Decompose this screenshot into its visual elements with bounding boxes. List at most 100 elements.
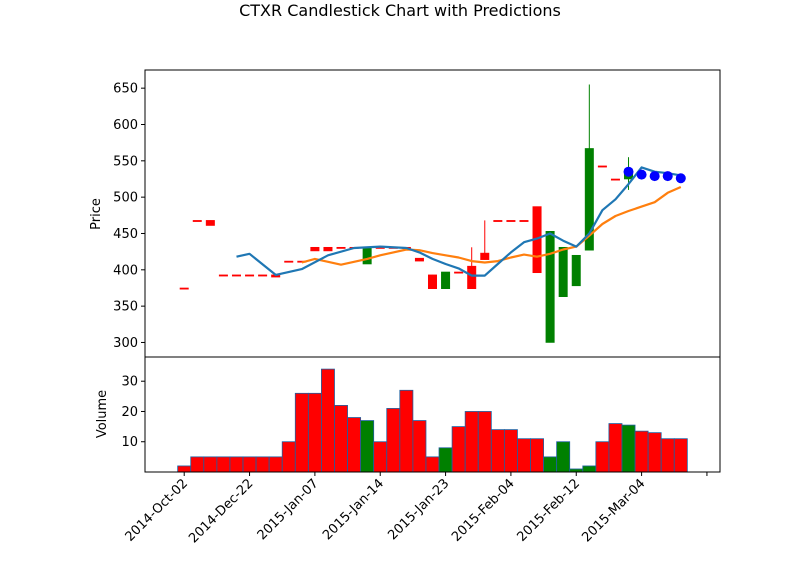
volume-bar [438,447,453,473]
volume-bar [216,456,231,473]
volume-bar [307,392,322,473]
prediction-point [623,166,634,177]
volume-bar [608,423,623,473]
candle-body [218,274,228,277]
candle-body [205,220,215,226]
volume-bar [477,411,492,473]
price-tick-label: 400 [113,263,138,278]
x-tick-label: 2014-Oct-02 [123,476,191,544]
volume-bar [530,438,544,473]
prediction-point [649,171,660,182]
x-tick-label: 2015-Feb-04 [449,476,518,545]
candle-body [336,246,346,249]
volume-bar [268,456,283,473]
prediction-point [636,169,647,180]
x-tick-label: 2015-Feb-12 [514,476,583,545]
moving-average-long-line [301,185,682,266]
x-axis: 2014-Oct-022014-Dec-222015-Jan-072015-Ja… [123,472,708,546]
price-panel: 300 350 400 450 500 550 600 650 [113,69,721,358]
candle-body [441,271,451,290]
volume-bar [190,456,205,473]
candle-body [310,246,320,252]
candle-body [414,257,424,262]
volume-bar [399,389,414,473]
volume-bar [647,432,662,473]
candle-body [323,246,333,252]
volume-bar [229,456,244,473]
x-tick-label: 2015-Jan-07 [255,476,322,543]
volume-bar [347,417,362,473]
volume-bar [373,441,388,473]
candle-body [284,260,294,263]
volume-tick-label: 20 [121,405,138,420]
volume-bar [582,465,597,473]
price-axis-label: Price [89,198,104,230]
price-tick-label: 500 [113,191,138,206]
volume-bar [203,456,218,473]
volume-bar [451,426,466,473]
volume-bar [517,438,531,473]
volume-tick-label: 30 [121,375,138,390]
chart-title: CTXR Candlestick Chart with Predictions [239,1,561,20]
volume-bar [490,429,505,473]
candle-body [545,231,555,343]
price-tick-label: 350 [113,300,138,315]
candle-body [558,246,568,297]
candle-body [519,220,529,222]
price-tick-label: 550 [113,154,138,169]
volume-bar [660,438,675,473]
volume-axis-label: Volume [95,390,110,438]
x-tick-label: 2015-Jan-14 [320,476,387,543]
candle-body [480,252,490,260]
candle-body [362,246,372,265]
volume-bar [634,430,649,473]
volume-bar [621,424,636,473]
candle-body [192,220,202,222]
volume-bar [255,456,270,473]
moving-average-short-line [236,166,681,277]
candle-body [571,254,581,287]
volume-bar [543,456,558,473]
volume-bar [673,438,688,473]
volume-bar [281,441,296,473]
volume-bar [177,465,192,473]
volume-bar [321,368,335,473]
volume-plot-frame [144,356,721,473]
volume-bar [412,420,427,473]
candle-body [179,287,189,290]
volume-bar [360,420,375,473]
price-tick-label: 650 [113,82,138,97]
volume-bar [595,441,610,473]
volume-bar [294,392,309,473]
x-tick-label: 2014-Dec-22 [186,476,256,546]
candle-body [584,148,594,251]
candle-body [245,274,255,277]
price-plot-frame [144,69,721,358]
volume-bar [425,456,440,473]
volume-bar [334,405,348,473]
candle-body [467,265,477,290]
candle-body [597,165,607,168]
x-tick-label: 2015-Jan-23 [385,476,452,543]
volume-bar [242,456,257,473]
candle-body [454,271,464,274]
volume-bar [464,411,479,473]
volume-bar [386,408,401,473]
candle-body [231,274,241,277]
volume-bar [556,441,571,473]
candle-body [427,274,437,290]
volume-tick-label: 10 [121,435,138,450]
price-tick-label: 600 [113,118,138,133]
prediction-point [675,173,686,184]
volume-panel: 10 20 30 [121,356,721,473]
candle-body [493,220,503,222]
candle-body [258,274,268,277]
price-tick-label: 450 [113,227,138,242]
candle-body [506,220,516,222]
prediction-point [662,171,673,182]
volume-bar [503,429,518,473]
price-tick-label: 300 [113,336,138,351]
x-tick-label: 2015-Mar-04 [579,476,648,545]
